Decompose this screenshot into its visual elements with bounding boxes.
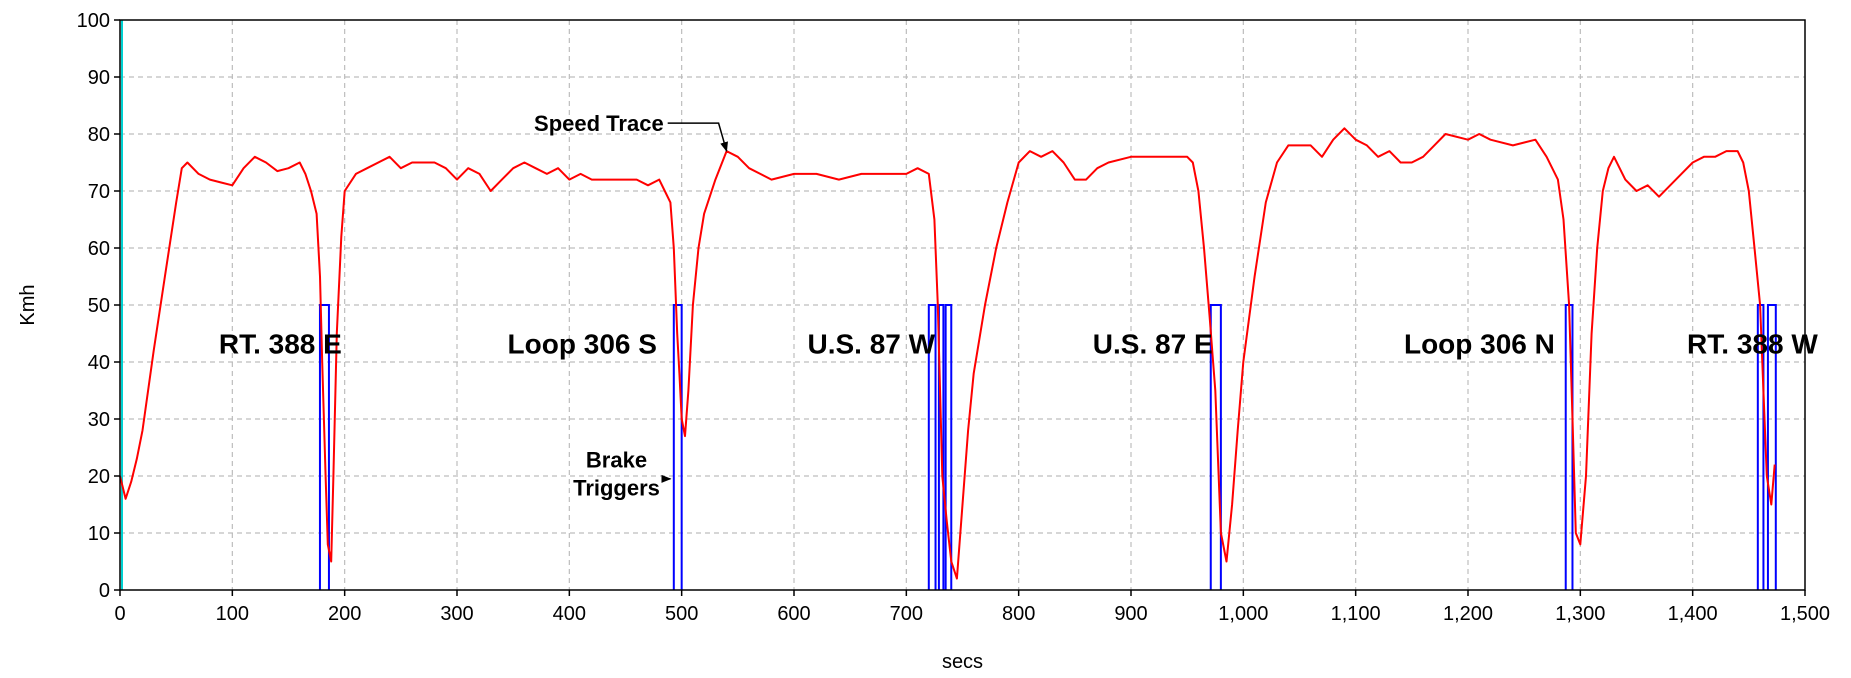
brake-trigger-pulse	[1564, 304, 1574, 590]
annotation-arrow	[667, 122, 728, 153]
x-tick-label: 800	[1002, 603, 1035, 625]
segment-label: RT. 388 E	[219, 328, 342, 359]
segment-label: U.S. 87 E	[1093, 328, 1213, 359]
y-tick-label: 10	[88, 523, 110, 545]
chart-labels: RT. 388 E Loop 306 S U.S. 87 W U.S. 87 E Loo…	[219, 111, 1818, 500]
annotation-label: Speed Trace	[534, 111, 664, 136]
annotation-line: Brake	[586, 447, 647, 472]
segment-label: Loop 306 N	[1404, 328, 1555, 359]
segment-label: Loop 306 S	[508, 328, 657, 359]
x-tick-label: 500	[665, 603, 698, 625]
y-tick-label: 20	[88, 466, 110, 488]
y-tick-label: 50	[88, 295, 110, 317]
plot-data	[119, 20, 1777, 590]
x-tick-label: 1,400	[1668, 603, 1718, 625]
x-tick-label: 1,200	[1443, 603, 1493, 625]
segment-label: U.S. 87 W	[807, 328, 935, 359]
brake-trigger-pulse	[672, 304, 683, 590]
x-tick-label: 900	[1114, 603, 1147, 625]
x-tick-label: 600	[777, 603, 810, 625]
grid	[120, 20, 1805, 590]
brake-trigger-pulse	[1209, 304, 1222, 590]
x-tick-label: 0	[114, 603, 125, 625]
y-axis-title: Kmh	[17, 284, 39, 325]
x-tick-label: 200	[328, 603, 361, 625]
y-tick-label: 60	[88, 238, 110, 260]
y-tick-label: 40	[88, 352, 110, 374]
x-tick-label: 400	[553, 603, 586, 625]
axes: 0 100 200 300 400 500 600 700 800 900 1,000 1,100 1,…	[77, 10, 1830, 625]
x-tick-label: 1,300	[1555, 603, 1605, 625]
annotation-line: Speed Trace	[534, 111, 664, 136]
brake-trigger-pulse	[1766, 304, 1777, 590]
x-tick-label: 1,100	[1331, 603, 1381, 625]
y-tick-label: 80	[88, 124, 110, 146]
y-tick-label: 90	[88, 67, 110, 89]
brake-trigger-pulse	[937, 304, 945, 590]
x-tick-label: 300	[440, 603, 473, 625]
y-tick-label: 30	[88, 409, 110, 431]
annotation-line: Triggers	[573, 475, 660, 500]
x-tick-label: 1,000	[1218, 603, 1268, 625]
y-tick-label: 0	[99, 580, 110, 602]
y-tick-label: 100	[77, 10, 110, 32]
brake-trigger-pulse	[318, 304, 330, 590]
annotation-label: Brake Triggers	[573, 447, 660, 500]
speed-trace-line	[119, 127, 1776, 580]
segment-label: RT. 388 W	[1687, 328, 1818, 359]
x-tick-label: 700	[890, 603, 923, 625]
y-tick-label: 70	[88, 181, 110, 203]
x-axis-title: secs	[942, 651, 983, 673]
brake-trigger-pulse	[927, 304, 937, 590]
brake-trigger-pulse	[944, 304, 953, 590]
x-tick-label: 1,500	[1780, 603, 1830, 625]
x-tick-label: 100	[216, 603, 249, 625]
